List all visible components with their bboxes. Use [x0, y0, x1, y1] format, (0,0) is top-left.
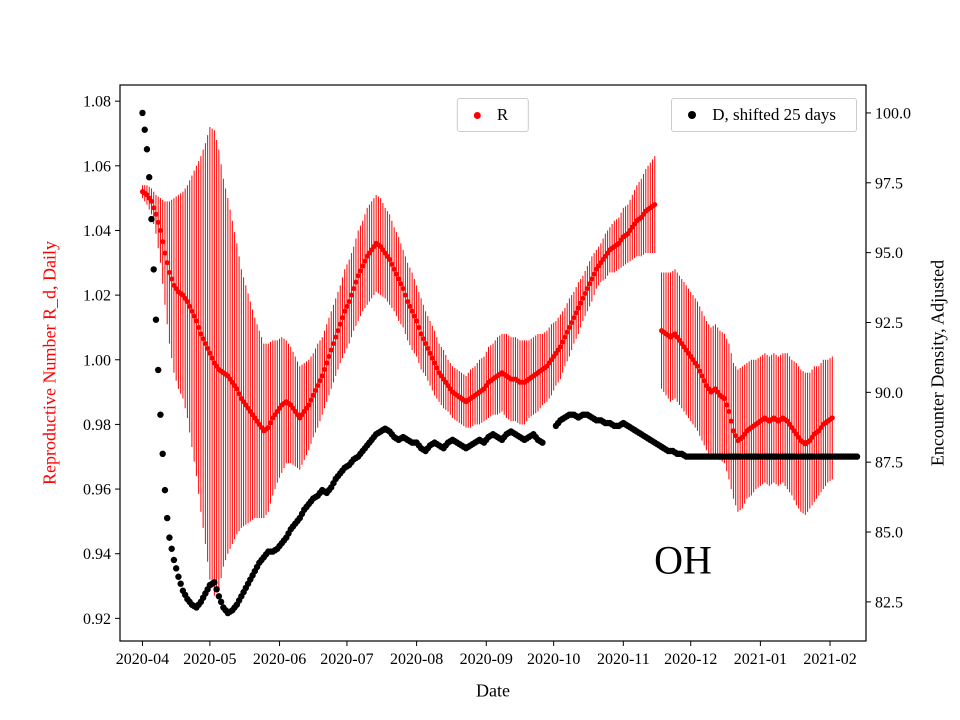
series-r: [139, 127, 835, 596]
legend-r: R: [456, 98, 530, 132]
y-axis-right-ticks: 82.5 85.0 87.5 90.0 92.5 95.0 97.5 100.0: [866, 105, 911, 611]
x-axis-ticks: 2020-04 2020-05 2020-06 2020-07 2020-08 2020-…: [116, 641, 857, 668]
svg-text:87.5: 87.5: [875, 455, 903, 472]
svg-text:2020-08: 2020-08: [390, 651, 443, 668]
legend-d-label: D, shifted 25 days: [712, 105, 836, 124]
svg-text:0.98: 0.98: [83, 417, 111, 434]
state-annotation: OH: [654, 537, 712, 583]
y-axis-label-left: Reproductive Number R_d, Daily: [39, 241, 60, 485]
svg-text:1.02: 1.02: [83, 288, 111, 305]
svg-text:2020-09: 2020-09: [460, 651, 513, 668]
plot-border: [119, 84, 867, 642]
svg-text:2020-12: 2020-12: [664, 651, 717, 668]
d-series-marker-icon: [688, 111, 697, 119]
svg-text:2020-04: 2020-04: [116, 651, 169, 668]
svg-text:85.0: 85.0: [875, 525, 903, 542]
y-axis-left-ticks: 0.92 0.94 0.96 0.98 1.00 1.02 1.04 1.06 1.08: [83, 94, 120, 628]
x-axis-label: Date: [476, 680, 510, 701]
svg-text:0.96: 0.96: [83, 482, 111, 499]
legend-r-label: R: [496, 105, 509, 124]
svg-text:2021-01: 2021-01: [734, 651, 787, 668]
svg-text:0.94: 0.94: [83, 546, 111, 563]
svg-text:95.0: 95.0: [875, 245, 903, 262]
svg-text:0.92: 0.92: [83, 611, 111, 628]
legend-d: D, shifted 25 days: [671, 98, 857, 132]
y-axis-label-right: Encounter Density, Adjusted: [927, 259, 948, 467]
svg-text:2020-11: 2020-11: [597, 651, 650, 668]
svg-text:90.0: 90.0: [875, 385, 903, 402]
svg-text:2020-06: 2020-06: [253, 651, 306, 668]
svg-text:97.5: 97.5: [875, 175, 903, 192]
svg-text:1.06: 1.06: [83, 158, 111, 175]
svg-text:1.08: 1.08: [83, 94, 111, 111]
svg-text:1.00: 1.00: [83, 352, 111, 369]
svg-text:2021-02: 2021-02: [803, 651, 856, 668]
svg-text:2020-07: 2020-07: [320, 651, 373, 668]
svg-text:100.0: 100.0: [875, 105, 911, 122]
svg-text:2020-10: 2020-10: [527, 651, 580, 668]
series-d: [139, 109, 861, 617]
svg-text:2020-05: 2020-05: [183, 651, 236, 668]
svg-text:1.04: 1.04: [83, 223, 111, 240]
svg-text:82.5: 82.5: [875, 594, 903, 611]
svg-text:92.5: 92.5: [875, 315, 903, 332]
r-series-marker-icon: [473, 111, 481, 119]
